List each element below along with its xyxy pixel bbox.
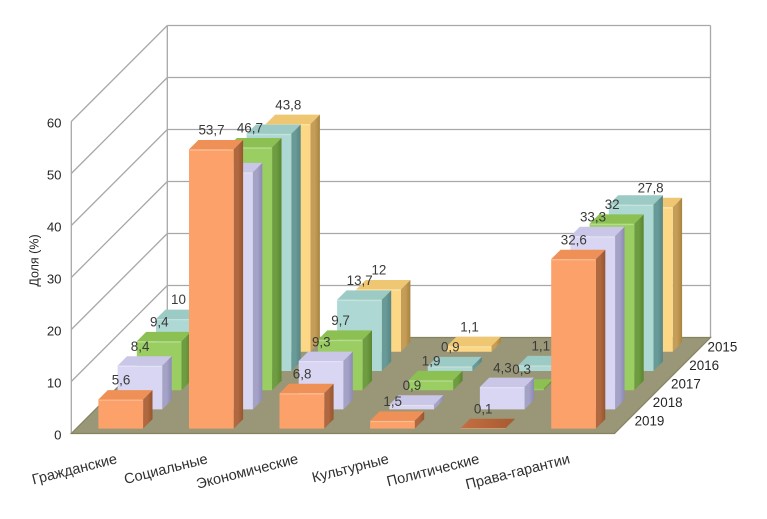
svg-text:2015: 2015	[708, 339, 738, 354]
svg-text:46,7: 46,7	[237, 121, 263, 136]
svg-text:0,3: 0,3	[512, 362, 531, 377]
svg-text:60: 60	[47, 116, 62, 131]
svg-text:2018: 2018	[653, 395, 683, 410]
svg-text:4,3: 4,3	[493, 360, 512, 375]
svg-text:1,5: 1,5	[383, 394, 402, 409]
svg-text:0: 0	[54, 428, 61, 443]
svg-text:6,8: 6,8	[293, 367, 312, 382]
svg-text:0,1: 0,1	[474, 401, 493, 416]
svg-text:30: 30	[47, 272, 62, 287]
svg-text:43,8: 43,8	[275, 97, 301, 112]
svg-text:9,3: 9,3	[312, 334, 331, 349]
svg-text:33,3: 33,3	[580, 210, 606, 225]
svg-text:1,1: 1,1	[460, 319, 479, 334]
svg-text:10: 10	[171, 292, 186, 307]
svg-text:2017: 2017	[671, 377, 701, 392]
svg-text:20: 20	[47, 324, 62, 339]
svg-text:10: 10	[47, 376, 62, 391]
svg-text:13,7: 13,7	[347, 273, 373, 288]
svg-text:9,7: 9,7	[331, 313, 350, 328]
svg-text:53,7: 53,7	[198, 123, 224, 138]
svg-text:1,9: 1,9	[422, 354, 441, 369]
svg-text:8,4: 8,4	[131, 339, 150, 354]
svg-text:32: 32	[605, 197, 620, 212]
svg-text:2016: 2016	[689, 358, 719, 373]
svg-text:0,9: 0,9	[441, 340, 460, 355]
svg-text:5,6: 5,6	[112, 373, 131, 388]
svg-text:32,6: 32,6	[561, 232, 587, 247]
svg-text:12: 12	[371, 263, 386, 278]
svg-text:0,9: 0,9	[403, 378, 422, 393]
svg-text:50: 50	[47, 168, 62, 183]
svg-text:27,8: 27,8	[638, 181, 664, 196]
svg-text:Доля (%): Доля (%)	[27, 234, 41, 286]
svg-text:1,1: 1,1	[531, 339, 550, 354]
svg-text:9,4: 9,4	[150, 315, 169, 330]
svg-text:40: 40	[47, 220, 62, 235]
svg-text:2019: 2019	[635, 414, 665, 429]
